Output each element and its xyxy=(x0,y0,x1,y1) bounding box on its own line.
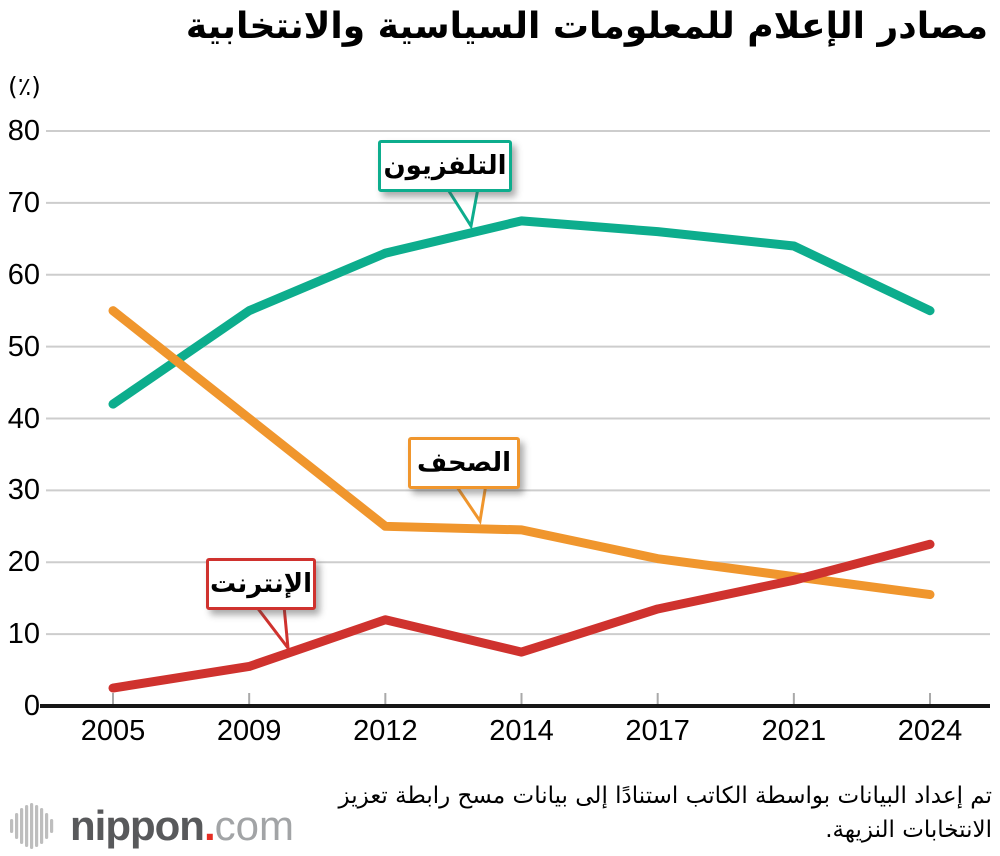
callout-television: التلفزيون xyxy=(378,140,512,192)
y-tick-label: 40 xyxy=(7,402,40,435)
x-tick-label: 2014 xyxy=(489,715,554,747)
y-tick-label: 50 xyxy=(7,330,40,363)
y-tick-label: 30 xyxy=(7,474,40,507)
x-tick-label: 2024 xyxy=(897,715,963,747)
y-tick-label: 10 xyxy=(7,618,40,651)
source-note-line1: تم إعداد البيانات بواسطة الكاتب استنادًا… xyxy=(338,783,992,809)
series-line-newspapers xyxy=(108,306,935,600)
x-tick-label: 2009 xyxy=(216,715,282,747)
callout-tail-tv xyxy=(444,186,480,231)
x-tick-label: 2021 xyxy=(761,715,827,747)
logo-dot: . xyxy=(203,802,216,849)
chart-title: مصادر الإعلام للمعلومات السياسية والانتخ… xyxy=(185,6,989,47)
callout-tail-newspapers xyxy=(452,482,488,525)
y-tick-label: 20 xyxy=(7,546,40,579)
y-tick-label: 70 xyxy=(7,186,40,219)
x-tick-label: 2012 xyxy=(353,715,418,747)
x-tick-label: 2005 xyxy=(80,715,146,747)
nippon-logo: nippon.com xyxy=(10,797,294,855)
logo-tld: com xyxy=(214,802,294,849)
y-tick-label: 80 xyxy=(7,115,40,147)
y-tick-label: 60 xyxy=(7,258,40,291)
callout-tail-internet xyxy=(252,604,290,654)
nippon-logo-text: nippon.com xyxy=(70,802,294,850)
source-note-line2: الانتخابات النزيهة. xyxy=(825,817,992,843)
y-tick-label: 0 xyxy=(23,690,40,722)
callout-newspapers-label: الصحف xyxy=(417,448,511,478)
nippon-logo-bars-icon xyxy=(10,803,54,849)
callout-internet: الإنترنت xyxy=(206,558,316,610)
source-note: تم إعداد البيانات بواسطة الكاتب استنادًا… xyxy=(339,779,992,847)
callout-television-label: التلفزيون xyxy=(383,151,507,181)
series-line-internet xyxy=(108,539,935,693)
x-tick-label: 2017 xyxy=(625,715,690,747)
logo-word: nippon xyxy=(70,802,205,849)
line-chart xyxy=(40,130,990,708)
series-line-tv xyxy=(108,216,935,409)
y-axis-unit-label: (٪) xyxy=(8,72,41,101)
callout-newspapers: الصحف xyxy=(408,437,520,489)
callout-internet-label: الإنترنت xyxy=(209,569,313,599)
